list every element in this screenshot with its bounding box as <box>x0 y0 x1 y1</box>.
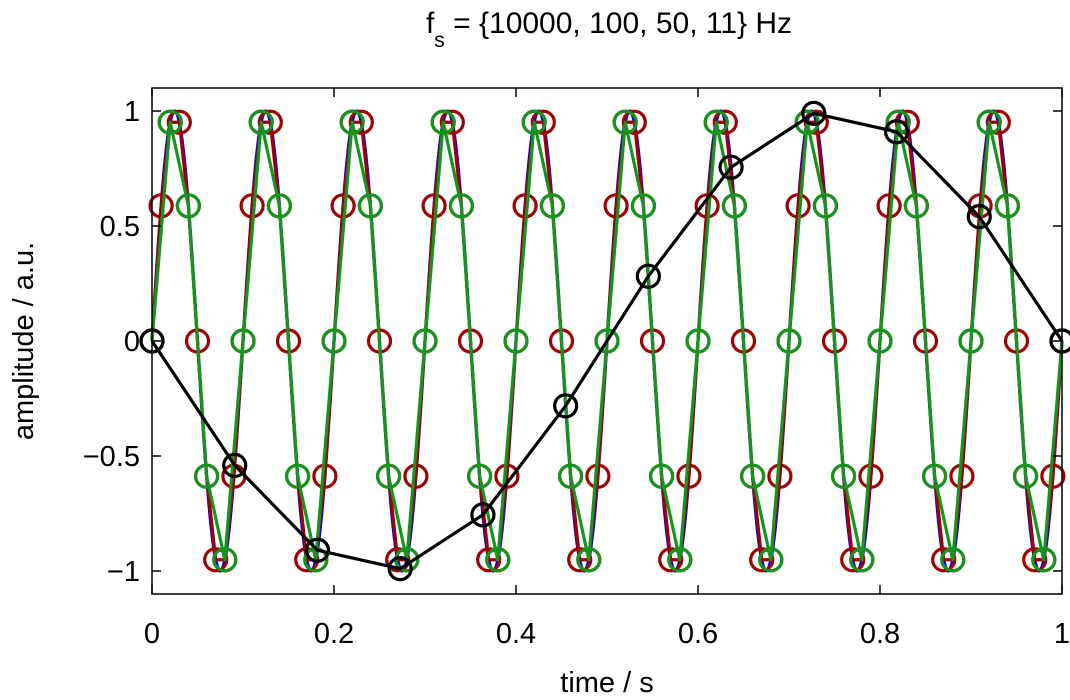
data-point <box>467 463 493 489</box>
data-point <box>439 109 465 135</box>
data-point <box>867 328 893 354</box>
data-point <box>212 547 238 573</box>
data-point <box>266 193 292 219</box>
data-point <box>553 393 579 419</box>
data-point <box>883 119 910 145</box>
data-point <box>557 463 584 489</box>
data-point <box>348 109 374 135</box>
data-point <box>412 328 438 354</box>
data-point <box>685 328 711 354</box>
data-point <box>430 109 456 135</box>
data-point <box>648 463 675 489</box>
data-point <box>576 547 602 573</box>
data-point <box>903 193 930 219</box>
data-point <box>718 154 744 180</box>
data-point <box>749 547 775 573</box>
data-point <box>830 463 857 489</box>
data-point <box>257 109 283 135</box>
data-point <box>840 547 866 573</box>
data-point <box>157 109 183 135</box>
x-tick-label: 0 <box>144 618 160 650</box>
data-point <box>776 328 802 354</box>
x-tick-label: 0.8 <box>860 618 900 650</box>
data-point <box>1022 547 1048 573</box>
x-axis-label: time / s <box>560 667 653 699</box>
chart-title-text: fs = {10000, 100, 50, 11} Hz <box>426 7 792 52</box>
axis-ticks: 0 0.2 0.4 0.6 0.8 1 −1 −0.5 0 0.5 1 <box>83 88 1070 650</box>
data-point <box>166 109 192 135</box>
data-point <box>612 109 638 135</box>
data-point <box>940 547 966 573</box>
data-point <box>658 547 684 573</box>
data-point <box>230 328 256 354</box>
chart-title: fs = {10000, 100, 50, 11} Hz <box>426 7 792 52</box>
y-tick-label: 0.5 <box>100 211 140 243</box>
y-tick-label: 0 <box>124 326 140 358</box>
data-point <box>966 204 992 230</box>
data-point <box>357 193 383 219</box>
x-tick-label: 0.4 <box>496 618 536 650</box>
data-point <box>339 109 365 135</box>
data-point <box>203 547 229 573</box>
data-point <box>248 109 274 135</box>
data-point <box>485 547 511 573</box>
x-tick-label: 0.6 <box>678 618 718 650</box>
data-point <box>530 109 556 135</box>
data-point <box>630 193 657 219</box>
y-tick-label: −0.5 <box>83 441 140 473</box>
series-layer <box>139 100 1070 582</box>
data-point <box>976 109 1002 135</box>
data-point <box>1012 463 1039 489</box>
data-point <box>801 100 827 126</box>
data-point <box>921 463 948 489</box>
data-point <box>703 109 729 135</box>
x-tick-label: 1 <box>1054 618 1070 650</box>
data-point <box>931 547 957 573</box>
data-point <box>448 193 474 219</box>
data-point <box>521 109 547 135</box>
data-point <box>285 463 311 489</box>
data-point <box>222 452 248 478</box>
data-point <box>194 463 220 489</box>
series-line <box>150 111 1064 571</box>
data-point <box>567 547 593 573</box>
data-point <box>387 556 413 582</box>
data-point <box>539 193 566 219</box>
data-point <box>721 193 748 219</box>
data-point <box>376 463 402 489</box>
y-tick-label: −1 <box>107 556 140 588</box>
data-point <box>1031 547 1057 573</box>
data-point <box>739 463 766 489</box>
data-point <box>635 263 661 289</box>
data-point <box>758 547 784 573</box>
data-point <box>667 547 693 573</box>
y-axis-label: amplitude / a.u. <box>8 242 40 440</box>
data-point <box>994 193 1021 219</box>
x-tick-label: 0.2 <box>314 618 354 650</box>
data-point <box>621 109 647 135</box>
data-point <box>712 109 738 135</box>
data-point <box>594 328 620 354</box>
data-point <box>321 328 347 354</box>
y-tick-label: 1 <box>124 96 140 128</box>
data-point <box>812 193 839 219</box>
data-point <box>958 328 984 354</box>
data-point <box>985 109 1011 135</box>
data-point <box>503 328 529 354</box>
data-point <box>476 547 502 573</box>
data-point <box>175 193 201 219</box>
data-point <box>849 547 875 573</box>
data-point <box>304 537 331 563</box>
series-fs-11 <box>139 100 1070 582</box>
data-point <box>470 502 496 528</box>
